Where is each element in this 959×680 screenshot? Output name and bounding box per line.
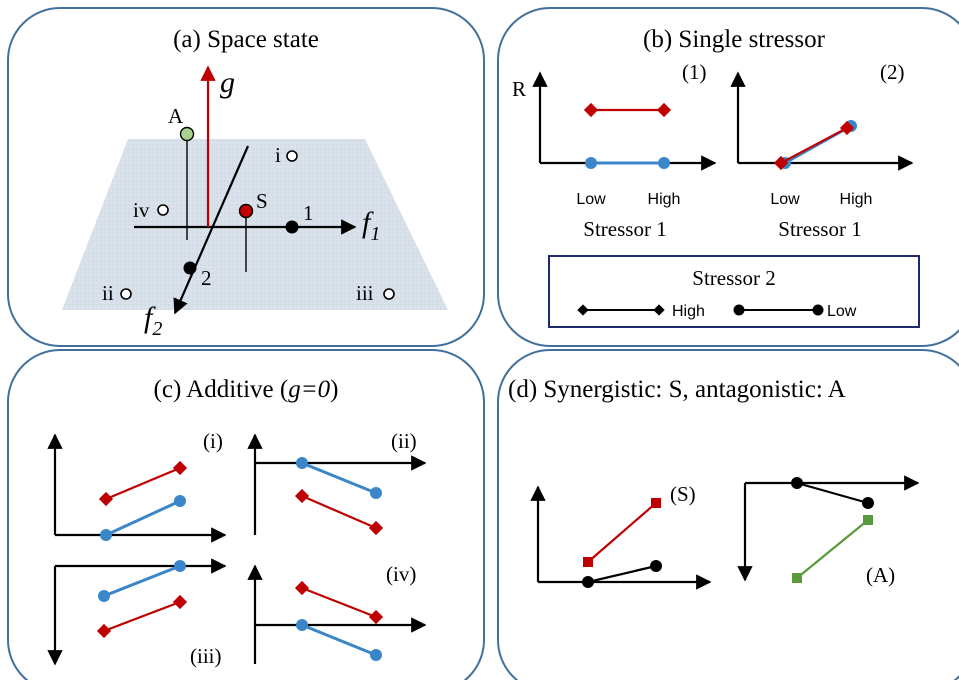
point-1-marker bbox=[285, 220, 299, 234]
civ-sub-label: (iv) bbox=[386, 562, 416, 586]
b2-x-label: Stressor 1 bbox=[778, 217, 861, 241]
b1-tick-high: High bbox=[648, 191, 681, 208]
panel-a-title: (a) Space state bbox=[173, 26, 319, 53]
civ-low-line bbox=[301, 623, 377, 657]
quadrant-iv-label: iv bbox=[133, 198, 150, 222]
quadrant-iv-marker bbox=[157, 204, 169, 216]
ciii-high-marker-low bbox=[96, 623, 112, 639]
b1-low-marker-high bbox=[658, 157, 670, 169]
point-A-label: A bbox=[168, 104, 184, 128]
ciii-high-line bbox=[103, 600, 181, 633]
panel-d-frame bbox=[497, 349, 959, 680]
ciii-low-marker-low bbox=[98, 590, 110, 602]
point-A-marker bbox=[179, 126, 195, 142]
quadrant-iii-label: iii bbox=[356, 281, 374, 305]
b2-tick-high: High bbox=[840, 191, 873, 208]
legend-high-marker-right bbox=[653, 304, 665, 316]
point-2-label: 2 bbox=[201, 266, 212, 290]
civ-high-marker-low bbox=[294, 580, 310, 596]
cii-high-line bbox=[301, 494, 377, 530]
legend-low-marker-right bbox=[812, 304, 824, 316]
da-sub-label: (A) bbox=[866, 563, 895, 587]
point-S-label: S bbox=[256, 189, 268, 213]
legend-title: Stressor 2 bbox=[692, 266, 775, 290]
civ-high-line bbox=[301, 586, 377, 619]
f2-axis bbox=[173, 145, 250, 315]
cii-high-marker-high bbox=[368, 520, 384, 536]
civ-high-marker-high bbox=[368, 609, 384, 625]
g-axis-label: g bbox=[220, 66, 235, 99]
ds-additive-marker-high bbox=[650, 560, 662, 572]
quadrant-ii-marker bbox=[120, 288, 132, 300]
panel-c-title: (c) Additive (g=0) bbox=[154, 376, 339, 403]
ds-additive-marker-low bbox=[582, 576, 594, 588]
point-S-marker bbox=[238, 203, 254, 219]
panel-c: (c) Additive (g=0) (i) (ii) (iii) bbox=[7, 349, 485, 680]
b2-high-marker-high bbox=[839, 120, 855, 136]
panel-a: (a) Space state g f1 f2 A S 1 2 i iv ii … bbox=[7, 7, 485, 347]
b1-low-marker-low bbox=[585, 157, 597, 169]
panel-d-title: (d) Synergistic: S, antagonistic: A bbox=[508, 376, 846, 403]
ci-high-marker-high bbox=[172, 460, 188, 476]
civ-low-marker-high bbox=[370, 649, 382, 661]
quadrant-i-label: i bbox=[275, 143, 281, 167]
b2-high-marker-low bbox=[773, 155, 789, 171]
b1-high-marker-low bbox=[583, 102, 599, 118]
quadrant-ii-label: ii bbox=[102, 281, 114, 305]
ci-low-marker-low bbox=[100, 529, 112, 541]
ds-interaction-marker-high bbox=[651, 498, 661, 508]
b1-x-label: Stressor 1 bbox=[583, 217, 666, 241]
da-interaction-marker-high bbox=[863, 515, 873, 525]
ciii-high-marker-high bbox=[172, 594, 188, 610]
cii-low-marker-low bbox=[296, 457, 308, 469]
state-plane bbox=[62, 139, 448, 310]
ds-additive-line bbox=[587, 564, 657, 584]
da-interaction-line bbox=[796, 519, 869, 579]
b2-high-line bbox=[780, 127, 848, 164]
da-interaction-marker-low bbox=[792, 573, 802, 583]
ciii-low-marker-high bbox=[174, 560, 186, 572]
ci-sub-label: (i) bbox=[203, 429, 223, 453]
legend-box bbox=[548, 255, 920, 328]
b2-tick-low: Low bbox=[770, 191, 800, 208]
ci-high-marker-low bbox=[98, 491, 114, 507]
ds-interaction-marker-low bbox=[583, 557, 593, 567]
legend-high-label: High bbox=[672, 303, 705, 320]
ci-low-marker-high bbox=[174, 495, 186, 507]
b1-sub-label: (1) bbox=[682, 60, 707, 84]
panel-b-title: (b) Single stressor bbox=[643, 26, 826, 53]
cii-sub-label: (ii) bbox=[391, 429, 417, 453]
point-2-marker bbox=[183, 261, 197, 275]
ciii-sub-label: (iii) bbox=[190, 644, 222, 668]
b1-high-marker-high bbox=[656, 102, 672, 118]
legend-low-label: Low bbox=[827, 303, 857, 320]
da-additive-marker-high bbox=[862, 497, 874, 509]
quadrant-iii-marker bbox=[383, 288, 395, 300]
ci-high-line bbox=[105, 466, 181, 501]
panel-c-frame bbox=[7, 349, 485, 680]
quadrant-i-marker bbox=[286, 150, 298, 162]
da-additive-line bbox=[796, 481, 869, 505]
legend-high-marker-left bbox=[577, 304, 589, 316]
panel-b: (b) Single stressor R (1) Low High Stres… bbox=[497, 7, 959, 347]
cii-low-marker-high bbox=[370, 487, 382, 499]
ci-low-line bbox=[105, 499, 181, 537]
b1-tick-low: Low bbox=[576, 191, 606, 208]
cii-low-line bbox=[301, 461, 377, 495]
b2-sub-label: (2) bbox=[880, 60, 905, 84]
cii-high-marker-low bbox=[294, 488, 310, 504]
point-1-label: 1 bbox=[303, 201, 314, 225]
legend-low-marker-left bbox=[733, 304, 745, 316]
da-additive-marker-low bbox=[791, 477, 803, 489]
ds-sub-label: (S) bbox=[670, 482, 696, 506]
civ-low-marker-low bbox=[296, 619, 308, 631]
ciii-low-line bbox=[103, 564, 181, 598]
b1-y-label: R bbox=[512, 77, 526, 101]
ds-interaction-line bbox=[587, 502, 657, 563]
panel-d: (d) Synergistic: S, antagonistic: A (S) … bbox=[497, 349, 959, 680]
